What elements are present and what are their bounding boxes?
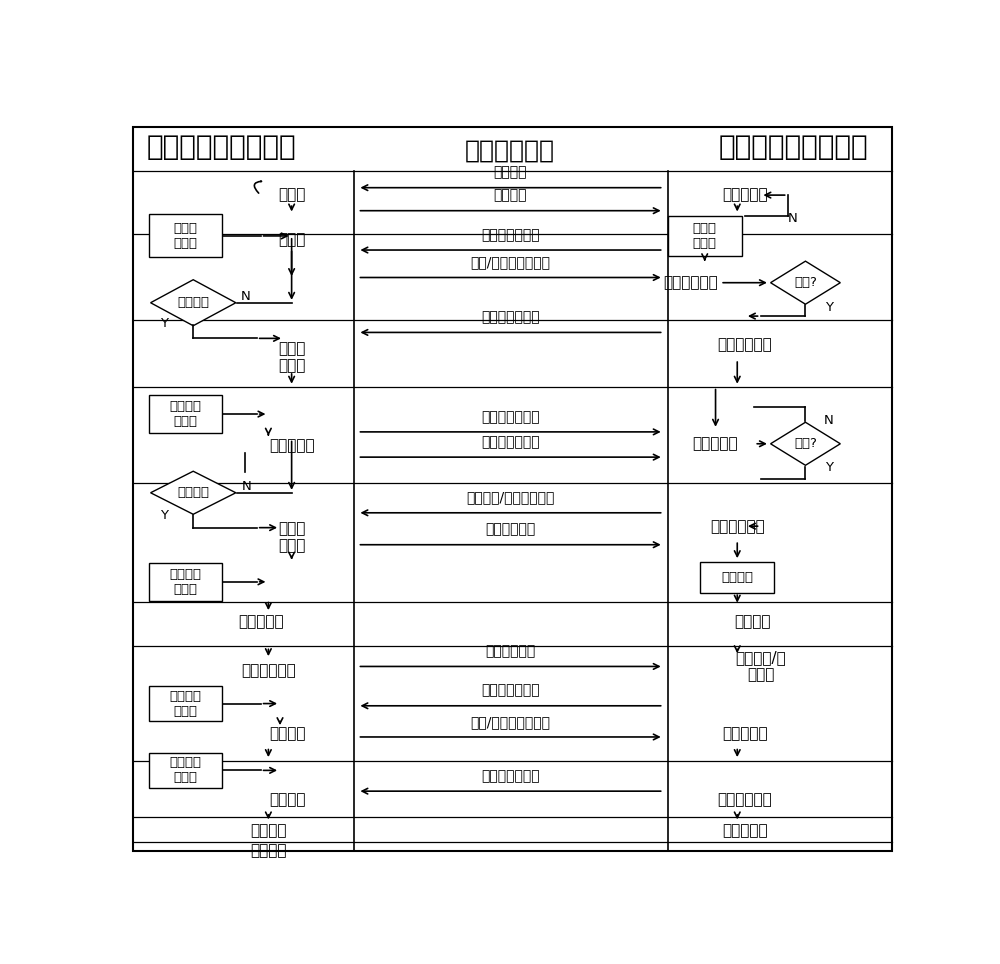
Text: 休眠状态: 休眠状态 xyxy=(734,614,771,629)
Text: 进站许可指令包: 进站许可指令包 xyxy=(481,410,539,424)
Text: 双方交互过程: 双方交互过程 xyxy=(465,139,555,163)
Text: 恢复状态: 恢复状态 xyxy=(270,792,306,808)
Bar xyxy=(149,395,222,434)
Polygon shape xyxy=(771,422,840,466)
Text: 准备进入状态: 准备进入状态 xyxy=(718,336,772,352)
Text: 空闲态: 空闲态 xyxy=(278,232,305,247)
Text: 维护中状态: 维护中状态 xyxy=(238,614,283,629)
Text: 批准/拒绝进入指令包: 批准/拒绝进入指令包 xyxy=(470,255,550,269)
Text: 进入完
成状态: 进入完 成状态 xyxy=(278,522,305,553)
Text: 进入中状态: 进入中状态 xyxy=(269,438,314,453)
Text: 请求出站指令包: 请求出站指令包 xyxy=(481,683,539,698)
Text: 建立无
线连接: 建立无 线连接 xyxy=(173,222,197,250)
Text: 请求进入状态: 请求进入状态 xyxy=(663,275,718,290)
Text: Y: Y xyxy=(160,317,168,330)
Text: 挂起任务: 挂起任务 xyxy=(721,571,753,584)
Text: 降落检查: 降落检查 xyxy=(177,486,209,499)
FancyArrowPatch shape xyxy=(254,181,261,193)
Text: 放行状态: 放行状态 xyxy=(270,726,306,740)
Text: 降下平台
关舱门: 降下平台 关舱门 xyxy=(169,757,201,785)
Text: 出站完成指令包: 出站完成指令包 xyxy=(481,769,539,783)
Bar xyxy=(149,685,222,721)
Text: Y: Y xyxy=(825,301,833,313)
Text: 就位?: 就位? xyxy=(794,438,817,450)
Polygon shape xyxy=(771,261,840,305)
Bar xyxy=(149,753,222,789)
Text: 建立无
线连接: 建立无 线连接 xyxy=(693,222,717,250)
Text: 唤醒状态/恢
复连接: 唤醒状态/恢 复连接 xyxy=(735,651,786,683)
Text: 休眠状态: 休眠状态 xyxy=(250,844,287,858)
Text: 中继站状态变化过程: 中继站状态变化过程 xyxy=(147,133,297,161)
Text: 进入中状态: 进入中状态 xyxy=(693,437,738,451)
Text: 任务中状态: 任务中状态 xyxy=(722,823,768,838)
Text: 休眠态: 休眠态 xyxy=(278,188,305,202)
Text: 进站条件: 进站条件 xyxy=(177,296,209,309)
Polygon shape xyxy=(151,280,236,326)
Text: 出站中状态: 出站中状态 xyxy=(722,726,768,740)
Text: 系统休眠通知: 系统休眠通知 xyxy=(485,522,535,537)
Text: Y: Y xyxy=(825,461,833,474)
Text: 进入状态数据包: 进入状态数据包 xyxy=(481,435,539,449)
Text: N: N xyxy=(242,480,252,494)
Text: 许可/拒绝出站指令包: 许可/拒绝出站指令包 xyxy=(470,714,550,729)
Text: 空闲状态: 空闲状态 xyxy=(250,823,287,838)
Text: 任务中状态: 任务中状态 xyxy=(722,188,768,202)
Text: 准备进站指令包: 准备进站指令包 xyxy=(481,310,539,324)
Text: 建立连接: 建立连接 xyxy=(493,189,527,202)
Text: 准备进
入状态: 准备进 入状态 xyxy=(278,340,305,373)
Text: 开舱门升
起平台: 开舱门升 起平台 xyxy=(169,400,201,428)
Text: 请求进入指令包: 请求进入指令包 xyxy=(481,228,539,242)
Text: 出站完成状态: 出站完成状态 xyxy=(718,792,772,808)
Text: 无人机状态变化过程: 无人机状态变化过程 xyxy=(718,133,868,161)
Bar xyxy=(149,563,222,602)
Text: 降下平台
关舱门: 降下平台 关舱门 xyxy=(169,568,201,596)
Text: 连接请求: 连接请求 xyxy=(493,166,527,179)
Text: N: N xyxy=(824,414,834,426)
Text: 降落就位/未就位指令包: 降落就位/未就位指令包 xyxy=(466,491,554,504)
Bar xyxy=(700,562,774,593)
Text: 降落完成状态: 降落完成状态 xyxy=(710,519,765,534)
Text: 开舱门升
起平台: 开舱门升 起平台 xyxy=(169,689,201,717)
Text: N: N xyxy=(788,212,798,225)
Text: N: N xyxy=(240,290,250,304)
Bar xyxy=(668,216,742,256)
Polygon shape xyxy=(151,471,236,514)
Bar xyxy=(149,214,222,257)
Text: Y: Y xyxy=(160,509,168,522)
Text: 系统唤醒动作: 系统唤醒动作 xyxy=(485,644,535,658)
Text: 批准?: 批准? xyxy=(794,277,817,289)
Text: 维护完成状态: 维护完成状态 xyxy=(241,662,296,678)
